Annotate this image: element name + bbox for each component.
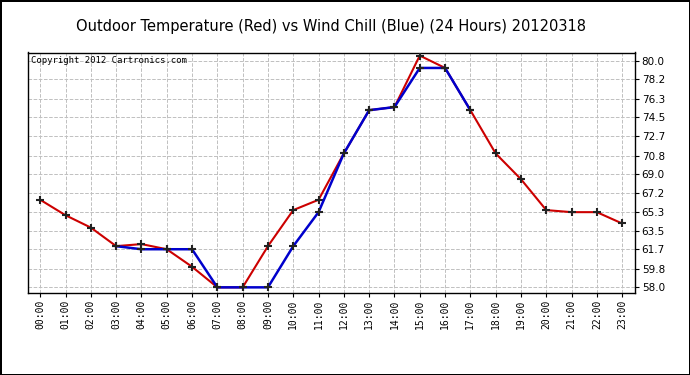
Text: Copyright 2012 Cartronics.com: Copyright 2012 Cartronics.com: [30, 56, 186, 65]
Text: Outdoor Temperature (Red) vs Wind Chill (Blue) (24 Hours) 20120318: Outdoor Temperature (Red) vs Wind Chill …: [76, 19, 586, 34]
